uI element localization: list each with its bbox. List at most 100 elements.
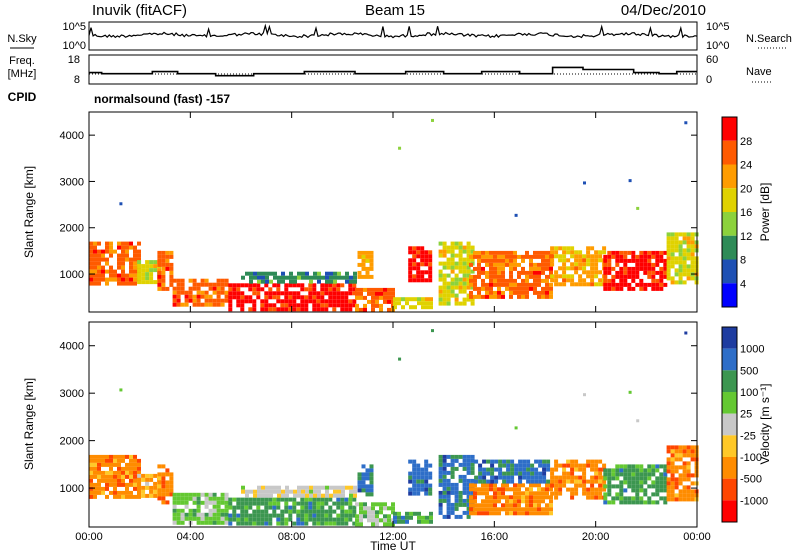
heatmap-cell [325, 279, 329, 284]
heatmap-cell [245, 493, 249, 498]
heatmap-cell [477, 258, 481, 263]
heatmap-cell [240, 299, 245, 304]
heatmap-cell [566, 274, 571, 279]
heatmap-cell [101, 454, 105, 459]
heatmap-cell [169, 476, 174, 481]
heatmap-cell [232, 287, 237, 292]
heatmap-cell [336, 299, 341, 304]
heatmap-cell [454, 281, 459, 286]
heatmap-cell [546, 463, 551, 468]
heatmap-cell [277, 489, 281, 494]
heatmap-cell [383, 295, 387, 300]
heatmap-cell [172, 298, 177, 303]
heatmap-cell [678, 280, 683, 285]
heatmap-cell [280, 513, 285, 518]
heatmap-cell [260, 517, 265, 522]
heatmap-cell [284, 283, 289, 288]
heatmap-cell [545, 274, 549, 279]
heatmap-cell [236, 521, 241, 526]
heatmap-cell [133, 253, 137, 258]
heatmap-cell [361, 476, 366, 481]
heatmap-cell [454, 293, 459, 298]
date-title: 04/Dec/2010 [621, 2, 706, 19]
heatmap-cell [421, 305, 425, 310]
heatmap-cell [348, 287, 353, 292]
freq-left-label-1: Freq. [9, 55, 35, 67]
heatmap-cell [485, 495, 489, 500]
heatmap-cell [506, 459, 511, 464]
heatmap-cell [462, 478, 467, 483]
heatmap-cell [438, 289, 443, 294]
heatmap-cell [216, 294, 221, 299]
heatmap-cell [145, 260, 150, 265]
heatmap-cell [627, 500, 632, 505]
heatmap-cell [446, 289, 451, 294]
heatmap-cell [105, 241, 109, 246]
heatmap-cell [420, 262, 425, 267]
heatmap-cell [216, 298, 221, 303]
heatmap-cell [659, 286, 664, 291]
heatmap-cell [129, 470, 133, 475]
heatmap-cell [473, 487, 477, 492]
heatmap-cell [473, 495, 477, 500]
heatmap-cell [666, 481, 671, 486]
heatmap-speckle [431, 329, 434, 333]
heatmap-cell [493, 254, 497, 259]
heatmap-cell [462, 510, 467, 515]
heatmap-cell [450, 466, 455, 471]
heatmap-cell [446, 470, 451, 475]
heatmap-cell [466, 458, 471, 463]
heatmap-cell [533, 250, 537, 255]
heatmap-cell [530, 471, 535, 476]
heatmap-cell [442, 245, 447, 250]
heatmap-cell [188, 492, 193, 497]
heatmap-cell [264, 497, 269, 502]
heatmap-cell [300, 283, 305, 288]
heatmap-cell [212, 282, 217, 287]
heatmap-cell [260, 509, 265, 514]
heatmap-cell [635, 270, 640, 275]
heatmap-cell [308, 287, 313, 292]
heatmap-cell [365, 250, 370, 255]
heatmap-cell [570, 262, 575, 267]
cpid-value: normalsound (fast) -157 [94, 92, 230, 106]
heatmap-cell [420, 254, 425, 259]
heatmap-cell [268, 513, 273, 518]
heatmap-cell [188, 508, 193, 513]
heatmap-cell [501, 503, 505, 508]
heatmap-cell [97, 478, 101, 483]
heatmap-cell [485, 262, 489, 267]
heatmap-cell [611, 286, 616, 291]
heatmap-cell [627, 472, 632, 477]
heatmap-cell [196, 496, 201, 501]
heatmap-cell [196, 302, 201, 307]
heatmap-cell [643, 286, 648, 291]
colorbar-tick-label: 4 [740, 278, 746, 290]
heatmap-cell [466, 466, 471, 471]
heatmap-cell [446, 498, 451, 503]
colorbar-tick-label: -25 [740, 430, 756, 442]
heatmap-cell [537, 499, 541, 504]
heatmap-cell [446, 510, 451, 515]
heatmap-cell [316, 513, 321, 518]
heatmap-cell [570, 467, 575, 472]
heatmap-cell [651, 274, 656, 279]
heatmap-cell [408, 479, 413, 484]
heatmap-cell [594, 467, 599, 472]
heatmap-cell [635, 258, 640, 263]
heatmap-cell [416, 254, 421, 259]
heatmap-cell [208, 282, 213, 287]
heatmap-cell [470, 297, 475, 302]
heatmap-cell [489, 274, 493, 279]
heatmap-cell [611, 250, 616, 255]
heatmap-cell [526, 459, 531, 464]
heatmap-cell [517, 511, 521, 516]
heatmap-cell [582, 483, 587, 488]
heatmap-cell [172, 508, 177, 513]
heatmap-cell [578, 282, 583, 287]
heatmap-cell [690, 497, 695, 502]
heatmap-cell [485, 503, 489, 508]
heatmap-cell [428, 471, 433, 476]
heatmap-cell [513, 262, 517, 267]
heatmap-cell [200, 500, 205, 505]
